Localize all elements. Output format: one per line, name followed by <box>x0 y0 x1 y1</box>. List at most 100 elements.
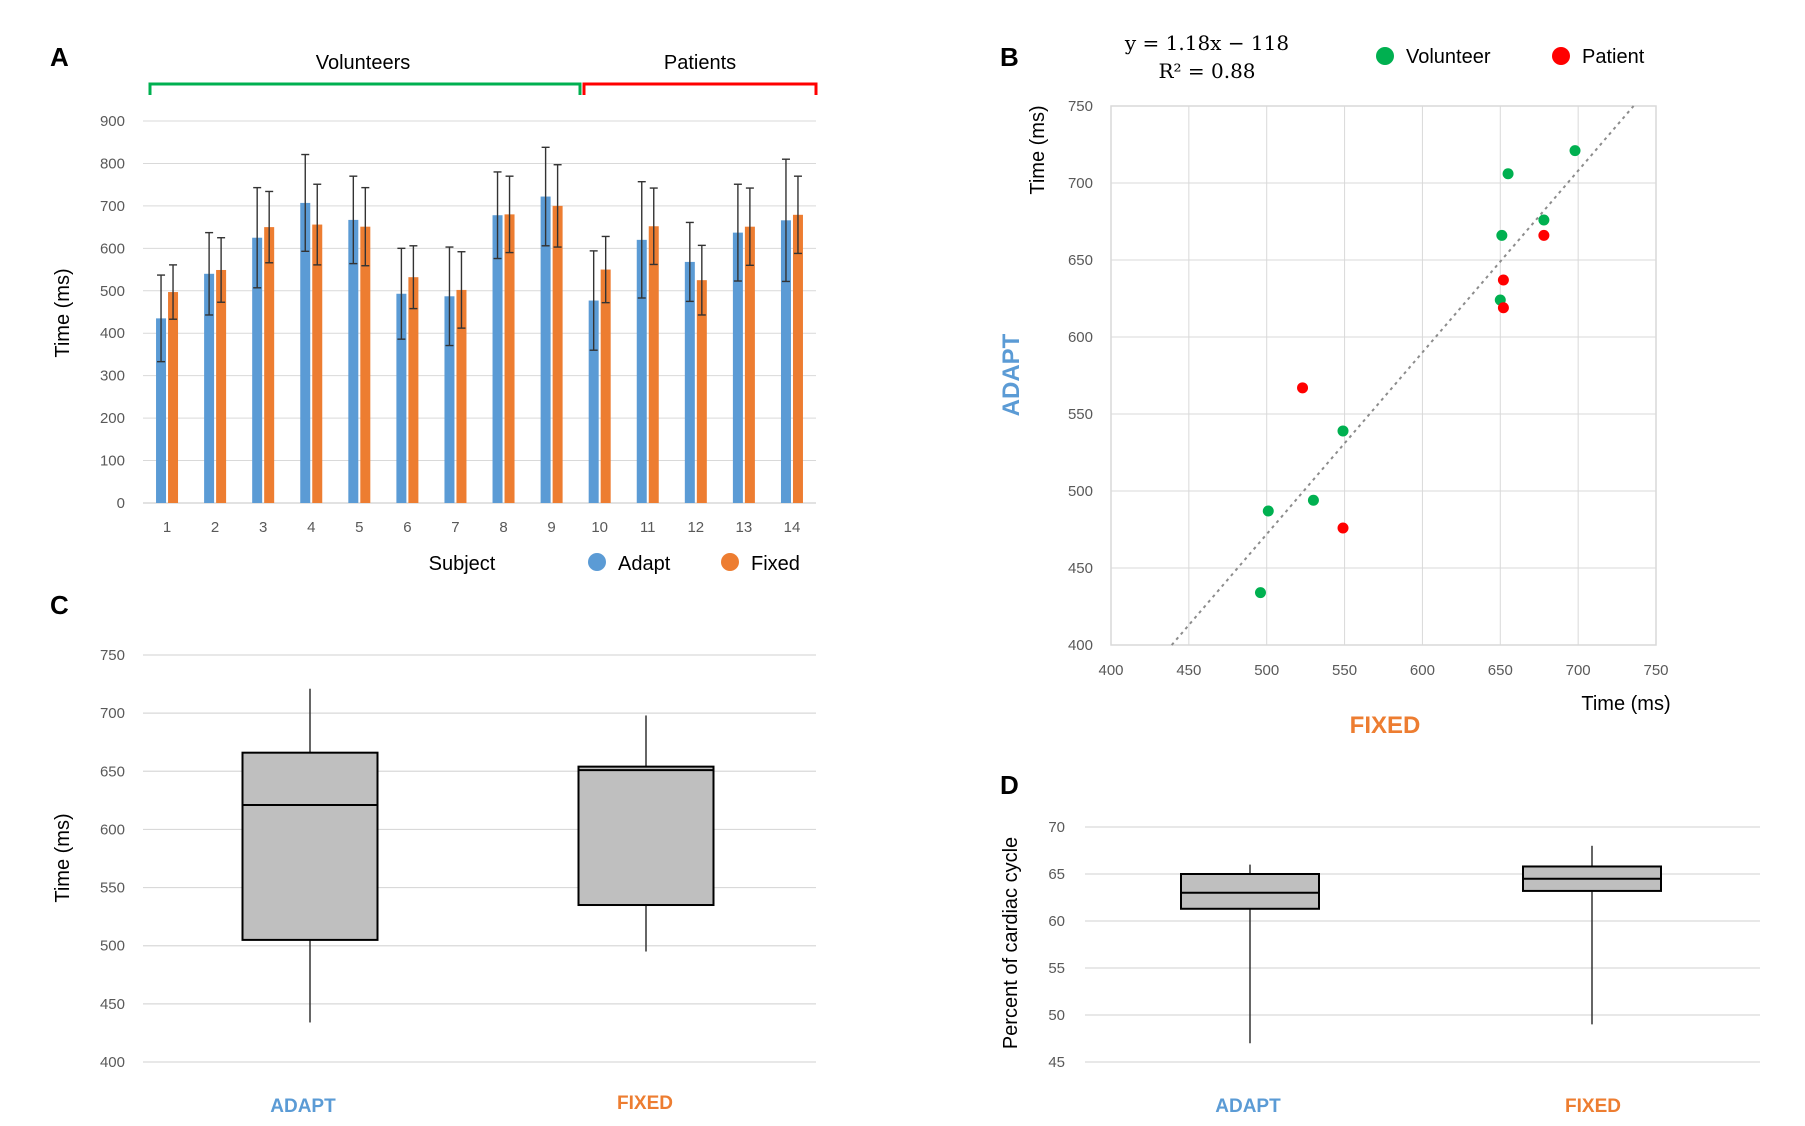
bar-fixed <box>792 214 803 503</box>
x-tick-label-a: 3 <box>259 519 267 536</box>
y-tick-label-c: 650 <box>100 763 125 780</box>
regression-line <box>1170 105 1635 646</box>
point-patient <box>1497 302 1509 314</box>
x-tick-label-a: 10 <box>591 519 608 536</box>
x-tick-label-b: 400 <box>1098 662 1123 679</box>
points-b <box>1254 145 1581 599</box>
category-label-fixed-d: FIXED <box>1565 1096 1621 1117</box>
y-ticks-c: 400 450 500 550 600 650 700 750 <box>100 647 125 1071</box>
y-tick-label-c: 400 <box>100 1054 125 1071</box>
bar-adapt <box>780 220 791 503</box>
bar-adapt <box>300 202 311 503</box>
x-axis-label-a: Subject <box>429 553 496 575</box>
bar-adapt <box>204 273 215 503</box>
category-label-adapt-c: ADAPT <box>270 1096 336 1117</box>
y-tick-label-a: 800 <box>100 155 125 172</box>
grid-a <box>143 120 816 504</box>
bar-adapt <box>684 261 695 503</box>
panel-b: B y = 1.18x − 118 R² = 0.88 Volunteer Pa… <box>998 31 1671 739</box>
y-tick-label-d: 50 <box>1048 1007 1065 1024</box>
bar-adapt <box>396 293 407 503</box>
legend-label-volunteer: Volunteer <box>1406 46 1491 68</box>
y-tick-label-d: 60 <box>1048 913 1065 930</box>
legend-marker-patient <box>1552 47 1570 65</box>
point-volunteer <box>1569 145 1581 157</box>
x-tick-label-a: 12 <box>687 519 704 536</box>
y-tick-label-a: 700 <box>100 198 125 215</box>
legend-label-patient: Patient <box>1582 46 1645 68</box>
x-tick-label-b: 450 <box>1176 662 1201 679</box>
x-tick-label-a: 11 <box>640 519 656 536</box>
panel-label-a: A <box>50 42 69 72</box>
y-tick-label-b: 700 <box>1068 175 1093 192</box>
x-tick-label-a: 6 <box>403 519 411 536</box>
y-ticks-a: 0 100 200 300 400 500 600 700 800 900 <box>100 113 125 512</box>
bar-fixed <box>264 227 275 503</box>
bar-adapt <box>732 232 743 503</box>
y-ticks-b: 400 450 500 550 600 650 700 750 <box>1068 98 1093 654</box>
panel-a: A Volunteers Patients 010020030040050060… <box>50 42 818 575</box>
x-tick-label-b: 700 <box>1566 662 1591 679</box>
grid-d <box>1085 826 1760 1063</box>
y-tick-label-c: 500 <box>100 938 125 955</box>
y-tick-label-b: 550 <box>1068 406 1093 423</box>
bar-adapt <box>444 296 455 503</box>
y-tick-label-a: 0 <box>117 495 125 512</box>
y-tick-label-b: 750 <box>1068 98 1093 115</box>
y-tick-label-a: 200 <box>100 410 125 427</box>
bar-adapt <box>156 318 167 503</box>
x-tick-label-a: 5 <box>355 519 363 536</box>
x-tick-label-b: 500 <box>1254 662 1279 679</box>
bar-adapt <box>348 219 359 503</box>
y-tick-label-d: 55 <box>1048 960 1065 977</box>
y-tick-label-b: 600 <box>1068 329 1093 346</box>
point-patient <box>1538 229 1550 241</box>
box-adapt <box>241 751 379 941</box>
y-tick-label-c: 750 <box>100 647 125 664</box>
x-tick-label-a: 9 <box>547 519 555 536</box>
bar-fixed <box>408 277 419 503</box>
legend-marker-fixed <box>721 553 739 571</box>
x-tick-label-a: 7 <box>451 519 459 536</box>
x-ticks-b: 400 450 500 550 600 650 700 750 <box>1098 662 1668 679</box>
legend-label-adapt: Adapt <box>618 553 671 575</box>
x-tick-label-a: 14 <box>784 519 801 536</box>
bar-adapt <box>540 196 551 503</box>
plot-frame-b <box>1110 105 1657 646</box>
y-tick-label-d: 70 <box>1048 819 1065 836</box>
y-tick-label-a: 900 <box>100 113 125 130</box>
x-tick-label-a: 8 <box>499 519 507 536</box>
x-tick-label-b: 750 <box>1643 662 1668 679</box>
x-tick-label-b: 650 <box>1488 662 1513 679</box>
point-patient <box>1337 522 1349 534</box>
x-tick-label-a: 4 <box>307 519 315 536</box>
r-squared: R² = 0.88 <box>1158 59 1255 83</box>
volunteers-bracket <box>148 82 582 95</box>
y-tick-label-c: 700 <box>100 705 125 722</box>
y-tick-label-a: 600 <box>100 240 125 257</box>
y-tick-label-b: 650 <box>1068 252 1093 269</box>
y-tick-label-d: 65 <box>1048 866 1065 883</box>
legend-marker-adapt <box>588 553 606 571</box>
point-volunteer <box>1502 168 1514 180</box>
y-tick-label-b: 500 <box>1068 483 1093 500</box>
panel-label-b: B <box>1000 42 1019 72</box>
y-axis-label-a: Time (ms) <box>52 268 74 357</box>
y-tick-label-a: 400 <box>100 325 125 342</box>
grid-b <box>1110 105 1657 646</box>
point-volunteer <box>1307 494 1319 506</box>
bar-fixed <box>360 226 371 504</box>
x-tick-label-a: 2 <box>211 519 219 536</box>
point-volunteer <box>1254 587 1266 599</box>
y-axis-label-d: Percent of cardiac cycle <box>1000 837 1022 1049</box>
bar-fixed <box>312 224 323 503</box>
category-label-fixed-c: FIXED <box>617 1093 673 1114</box>
y-tick-label-c: 600 <box>100 821 125 838</box>
y-tick-label-a: 300 <box>100 368 125 385</box>
x-tick-label-b: 550 <box>1332 662 1357 679</box>
group-label-volunteers: Volunteers <box>316 52 411 74</box>
boxes-d <box>1180 845 1662 1044</box>
bar-fixed <box>648 226 659 504</box>
bar-fixed <box>744 226 755 504</box>
